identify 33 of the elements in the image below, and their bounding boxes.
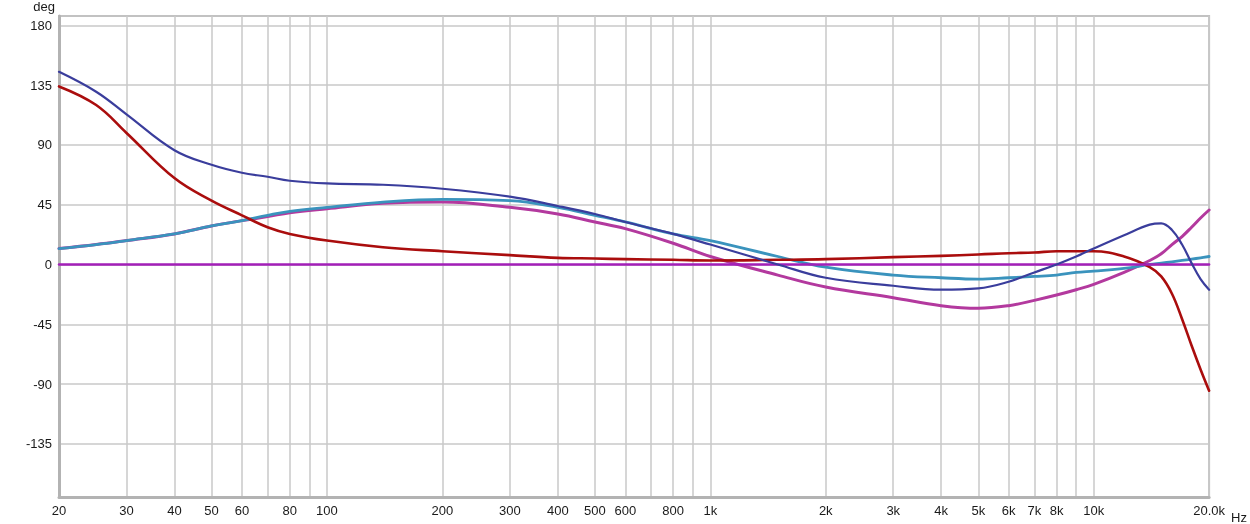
x-tick-label: 10k bbox=[1083, 503, 1105, 518]
x-tick-label: 2k bbox=[818, 503, 834, 518]
x-tick-label: 100 bbox=[316, 503, 338, 518]
y-axis-title: deg bbox=[33, 0, 55, 14]
y-tick-label: 180 bbox=[30, 17, 52, 33]
x-tick-label: 80 bbox=[282, 503, 298, 518]
y-tick-label: -135 bbox=[25, 436, 52, 452]
x-tick-label: 300 bbox=[499, 503, 521, 518]
y-tick-label: 90 bbox=[37, 137, 52, 153]
x-tick-label: 50 bbox=[204, 503, 219, 518]
y-tick-label: 0 bbox=[44, 256, 52, 272]
x-tick-label: 5k bbox=[971, 503, 986, 518]
y-tick-label: 135 bbox=[30, 77, 52, 93]
x-tick-label: 800 bbox=[662, 503, 685, 518]
x-tick-label: 8k bbox=[1049, 503, 1064, 518]
x-tick-label: 7k bbox=[1027, 503, 1042, 518]
x-tick-label: 40 bbox=[167, 503, 182, 518]
x-tick-label: 200 bbox=[431, 503, 454, 518]
x-tick-label: 500 bbox=[584, 503, 606, 518]
x-tick-label: 600 bbox=[614, 503, 637, 518]
x-tick-label: 30 bbox=[119, 503, 134, 518]
x-axis-title: Hz bbox=[1231, 510, 1247, 524]
x-tick-label: 60 bbox=[234, 503, 250, 518]
x-tick-label: 3k bbox=[886, 503, 901, 518]
y-tick-label: -90 bbox=[33, 376, 52, 392]
x-tick-label: 20 bbox=[51, 503, 67, 518]
x-tick-label: 20.0k bbox=[1193, 503, 1226, 518]
y-tick-label: 45 bbox=[37, 197, 52, 213]
y-tick-label: -45 bbox=[33, 316, 52, 332]
x-tick-label: 4k bbox=[934, 503, 949, 518]
x-tick-label: 1k bbox=[703, 503, 718, 518]
x-tick-label: 400 bbox=[546, 503, 569, 518]
x-tick-label: 6k bbox=[1001, 503, 1017, 518]
